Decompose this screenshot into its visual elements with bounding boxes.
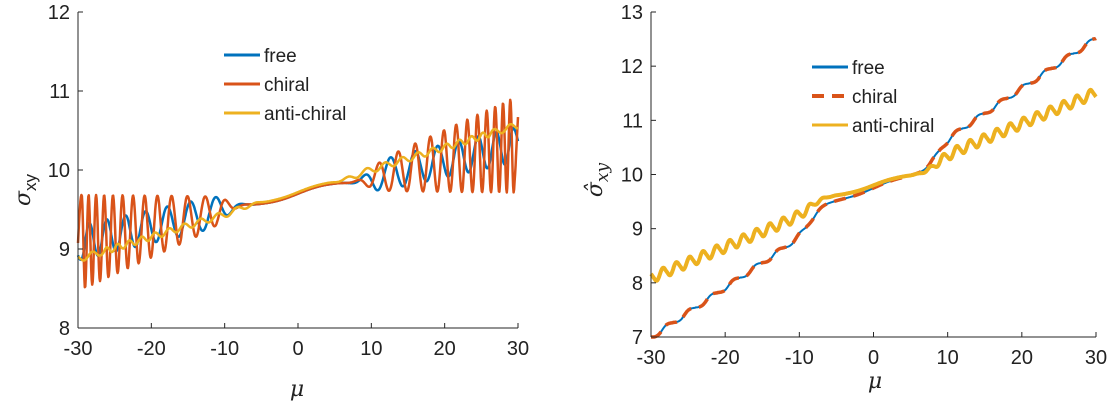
y-tick-label: 8: [59, 318, 70, 340]
y-tick-label: 10: [48, 160, 70, 182]
legend-label-anti-chiral: anti-chiral: [264, 104, 346, 125]
legend-label-chiral: chiral: [852, 87, 897, 108]
panel1-tick-labels: -30 -20 -10 0 10 20 30 8 9 10 11 12: [48, 2, 529, 360]
y-tick-label: 13: [621, 2, 643, 24]
x-tick-label: -10: [210, 338, 239, 360]
panel1-ylabel: σxy: [11, 173, 40, 206]
y-tick-label: 12: [48, 2, 70, 24]
y-tick-label: 11: [622, 110, 643, 132]
x-tick-label: -30: [637, 347, 666, 369]
legend-label-anti-chiral: anti-chiral: [852, 116, 934, 137]
x-tick-label: 10: [937, 347, 959, 369]
x-tick-label: 10: [360, 338, 382, 360]
x-tick-label: 30: [1085, 347, 1107, 369]
panel2-xlabel: μ: [868, 369, 882, 394]
series-line-chiral: [76, 98, 520, 289]
panel1-xlabel: μ: [290, 377, 304, 402]
svg-text:σ̂xy: σ̂xy: [583, 162, 613, 197]
series-line-chiral: [649, 36, 1098, 339]
panel2-series-lines: [649, 36, 1098, 339]
y-tick-label: 8: [632, 273, 643, 295]
y-tick-label: 9: [59, 239, 70, 261]
panel1-ylabel-main: σ: [11, 190, 36, 206]
x-tick-label: 0: [868, 347, 879, 369]
y-tick-label: 7: [632, 327, 643, 349]
panel1-series-lines: [76, 98, 520, 289]
legend-label-chiral: chiral: [264, 75, 309, 96]
panel1-ylabel-sub: xy: [21, 173, 40, 191]
y-tick-label: 10: [621, 165, 643, 187]
legend-label-free: free: [852, 58, 885, 79]
panel-sigma-xy: -30 -20 -10 0 10 20 30 8 9 10 11 12 μ σxy free chira…: [11, 2, 529, 402]
panel1-axes: [77, 11, 519, 329]
series-line-anti-chiral: [77, 122, 519, 262]
panel2-legend: free chiral anti-chiral: [812, 58, 934, 137]
y-tick-label: 12: [621, 56, 643, 78]
x-tick-label: -30: [64, 338, 93, 360]
x-tick-label: -10: [785, 347, 814, 369]
panel2-ylabel-main: σ̂: [583, 181, 608, 197]
legend-label-free: free: [264, 46, 297, 67]
x-tick-label: 20: [434, 338, 456, 360]
x-tick-label: 0: [292, 338, 303, 360]
svg-text:σxy: σxy: [11, 173, 40, 206]
panel2-ylabel: σ̂xy: [583, 162, 613, 197]
x-tick-label: -20: [137, 338, 166, 360]
panel-sigma-hat-xy: -30 -20 -10 0 10 20 30 7 8 9 10 11 12 13 μ σ̂xy free c…: [583, 2, 1107, 394]
panel2-tick-labels: -30 -20 -10 0 10 20 30 7 8 9 10 11 12 13: [621, 2, 1107, 369]
x-tick-label: 20: [1011, 347, 1033, 369]
x-tick-label: -20: [711, 347, 740, 369]
panel2-ylabel-sub: xy: [593, 162, 613, 182]
y-tick-label: 11: [49, 81, 70, 103]
series-line-anti-chiral: [649, 87, 1098, 283]
panel2-axes: [650, 11, 1097, 338]
y-tick-label: 9: [632, 219, 643, 241]
panel1-legend: free chiral anti-chiral: [224, 46, 346, 125]
x-tick-label: 30: [507, 338, 529, 360]
